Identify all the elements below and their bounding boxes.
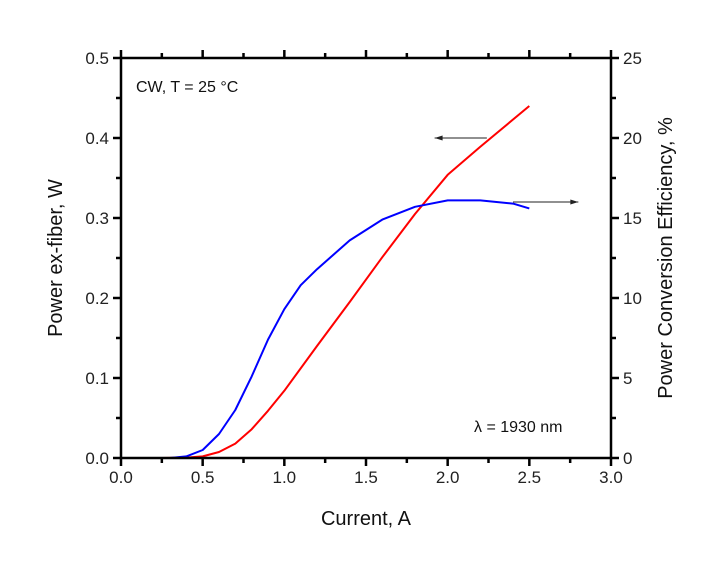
y2-tick-label: 15 [623, 209, 642, 228]
y2-tick-label: 25 [623, 49, 642, 68]
y2-tick-label: 20 [623, 129, 642, 148]
series-efficiency-line [161, 199, 530, 459]
ticks: 0.0 0.5 1.0 1.5 2.0 2.5 3.0 0.0 0.1 0.2 0.3 0.4 0.5 0… [85, 49, 642, 487]
x-tick-label: 3.0 [599, 468, 623, 487]
x-tick-label: 1.5 [354, 468, 378, 487]
y-tick-label: 0.5 [85, 49, 109, 68]
y-tick-label: 0.2 [85, 289, 109, 308]
series [121, 105, 530, 459]
x-tick-label: 2.0 [436, 468, 460, 487]
arrows [434, 135, 579, 205]
y-axis-label: Power ex-fiber, W [45, 179, 67, 337]
y2-axis-label: Power Conversion Efficiency, % [655, 117, 677, 399]
y2-tick-label: 0 [623, 449, 632, 468]
arrow-left-head-icon [434, 135, 443, 141]
y-tick-label: 0.0 [85, 449, 109, 468]
x-tick-label: 0.0 [109, 468, 133, 487]
annotation-wavelength: λ = 1930 nm [474, 419, 563, 436]
y2-tick-label: 10 [623, 289, 642, 308]
x-tick-label: 0.5 [191, 468, 215, 487]
series-power-line [121, 105, 530, 459]
x-axis-label: Current, A [321, 508, 412, 530]
x-tick-label: 1.0 [273, 468, 297, 487]
y-tick-label: 0.1 [85, 369, 109, 388]
y2-tick-label: 5 [623, 369, 632, 388]
plot-frame [119, 56, 613, 460]
y-tick-label: 0.4 [85, 129, 109, 148]
y-tick-label: 0.3 [85, 209, 109, 228]
annotation-conditions: CW, T = 25 °C [136, 79, 238, 96]
x-tick-label: 2.5 [518, 468, 542, 487]
arrow-right-head-icon [570, 199, 579, 205]
